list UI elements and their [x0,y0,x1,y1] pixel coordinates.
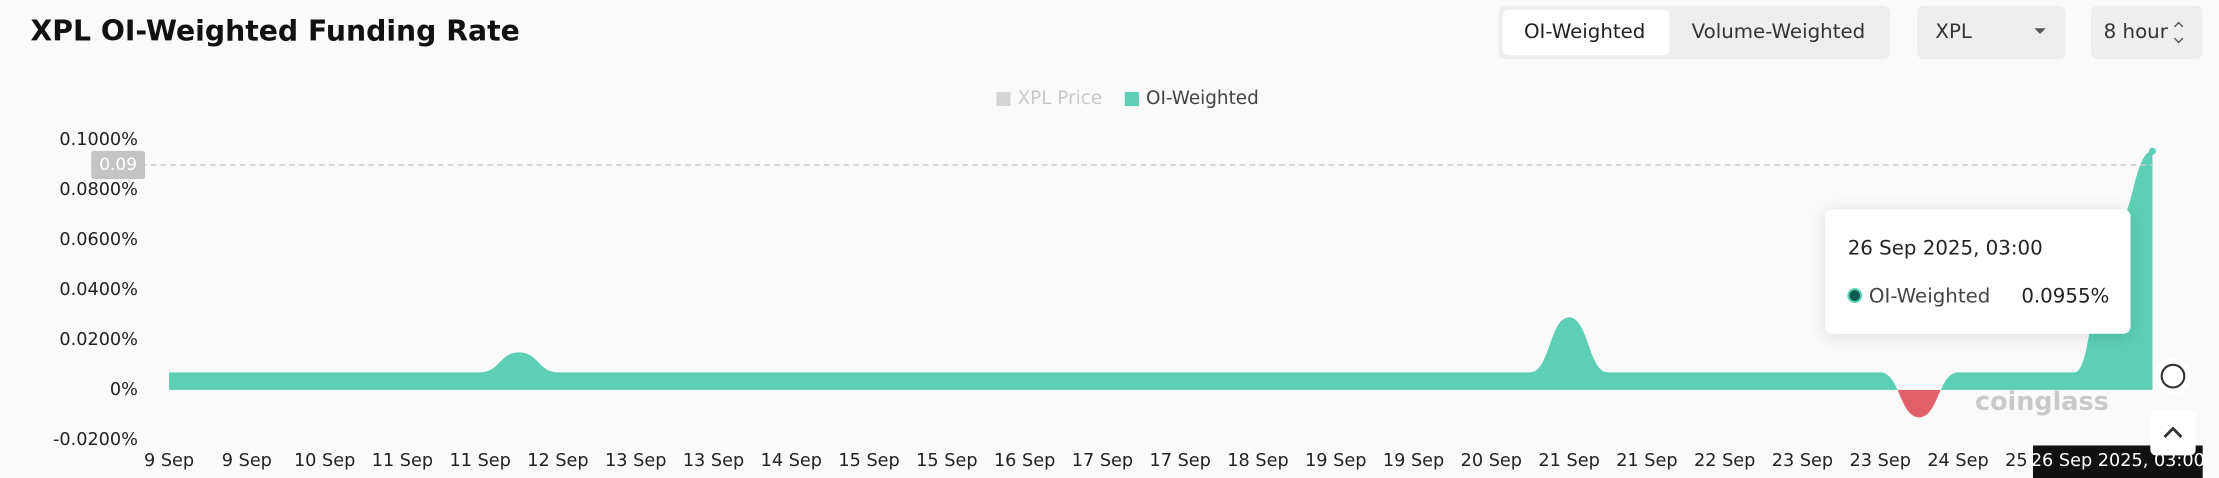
hover-point [2148,147,2157,155]
x-tick-label: 20 Sep [1461,451,1522,471]
legend-label: XPL Price [1018,88,1103,109]
x-tick-label: 11 Sep [372,451,433,471]
alert-icon [2160,363,2186,389]
y-tick-label: 0.0200% [59,330,138,350]
tooltip-marker [1847,288,1863,303]
x-tick-label: 11 Sep [450,451,511,471]
y-tick-label: 0.0800% [59,180,138,200]
crosshair-badge [91,150,146,180]
x-tick-label: 13 Sep [605,451,666,471]
y-tick-label: 0.0400% [59,280,138,300]
x-tick-label: 10 Sep [294,451,355,471]
x-tick-label: 13 Sep [683,451,744,471]
legend-swatch [1124,91,1139,107]
legend-swatch [996,91,1011,107]
tooltip-value: 0.0955% [2021,284,2109,307]
y-tick-label: 0% [110,380,138,400]
x-tick-label: 9 Sep [144,451,194,471]
tooltip-title: 26 Sep 2025, 03:00 [1848,236,2043,259]
y-tick-label: 0.0600% [59,230,138,250]
x-tick-label: 19 Sep [1305,451,1366,471]
toggle-option[interactable]: OI-Weighted [1524,20,1645,43]
tooltip-series: OI-Weighted [1869,284,1990,307]
x-tick-label: 23 Sep [1772,451,1833,471]
toggle-active[interactable] [1502,9,1670,56]
x-tick-label: 23 Sep [1850,451,1911,471]
symbol-value: XPL [1935,20,1972,43]
symbol-select[interactable] [1917,5,2066,60]
interval-select[interactable] [2090,5,2203,60]
scroll-top-button[interactable] [2150,410,2196,456]
tooltip: 26 Sep 2025, 03:00 OI-Weighted 0.0955% [1825,209,2131,334]
interval-caret [2173,21,2184,44]
legend-label: OI-Weighted [1146,88,1259,109]
scroll-top-icon [2163,426,2183,438]
page-title: XPL OI-Weighted Funding Rate [30,15,519,48]
x-tick-label: 15 Sep [916,451,977,471]
x-tick-label: 21 Sep [1616,451,1677,471]
toggle-option[interactable]: Volume-Weighted [1692,20,1866,43]
chart: XPL Price OI-Weighted 0.1000% 0.0800% 0.0600… [53,88,2205,478]
crosshair-value: 0.09 [99,155,137,175]
y-tick-label: -0.0200% [53,430,138,450]
x-tick-label: 21 Sep [1538,451,1599,471]
dropdown-caret [2034,28,2046,34]
x-tick-label: 9 Sep [222,451,272,471]
x-tick-label: 19 Sep [1383,451,1444,471]
x-tick-label: 22 Sep [1694,451,1755,471]
x-tick-label: 14 Sep [761,451,822,471]
interval-value: 8 hour [2104,20,2169,43]
x-tick-label: 12 Sep [527,451,588,471]
y-tick-label: 0.1000% [59,130,138,150]
x-tick-label: 17 Sep [1150,451,1211,471]
alert-button[interactable] [2154,357,2192,395]
x-tick-label: 24 Sep [1927,451,1988,471]
x-tick-label: 16 Sep [994,451,1055,471]
tooltip-box [1825,209,2131,334]
x-tick-label: 18 Sep [1227,451,1288,471]
x-tick-label: 17 Sep [1072,451,1133,471]
x-tick-label: 15 Sep [838,451,899,471]
crosshair-x-label: 26 Sep 2025, 03:00 [2031,451,2205,471]
watermark: coinglass [1975,387,2109,417]
